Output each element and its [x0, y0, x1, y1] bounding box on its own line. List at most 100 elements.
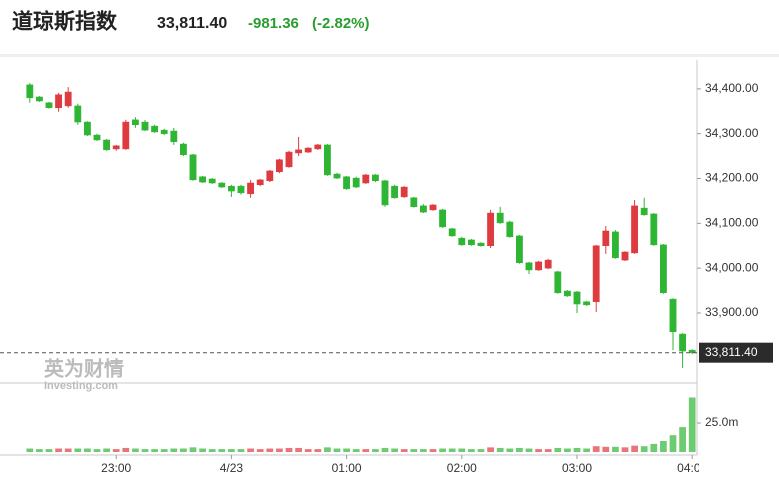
volume-bar	[362, 449, 370, 452]
volume-bar	[439, 448, 446, 452]
volume-bar	[141, 449, 149, 452]
candle-body	[496, 212, 504, 224]
candle-body	[611, 231, 619, 259]
candle-body	[544, 259, 552, 269]
candle-body	[295, 149, 303, 154]
y-tick-label: 34,300.00	[705, 126, 759, 140]
volume-bar	[208, 449, 216, 452]
candle-body	[237, 185, 245, 194]
candle-body	[525, 262, 533, 271]
candle-body	[64, 91, 72, 107]
candle-body	[400, 186, 408, 198]
volume-bar	[660, 440, 667, 452]
candle-body	[83, 121, 91, 136]
volume-bar	[650, 443, 658, 452]
y-tick-label: 34,100.00	[705, 216, 759, 230]
y-tick-label: 34,400.00	[705, 81, 759, 95]
candle-body	[621, 251, 629, 261]
x-tick-label: 4/23	[220, 461, 244, 475]
candle-body	[688, 349, 696, 353]
candle-body	[583, 301, 591, 306]
volume-bar	[448, 448, 456, 452]
volume-bar	[26, 448, 34, 452]
volume-bar	[516, 447, 523, 452]
volume-bar	[487, 447, 494, 452]
instrument-title: 道琼斯指数	[12, 10, 118, 34]
candle-body	[74, 105, 82, 123]
last-price-box	[699, 342, 773, 363]
volume-bar	[122, 447, 130, 452]
volume-bar	[343, 448, 350, 452]
candle-body	[515, 235, 523, 264]
candle-body	[554, 271, 562, 294]
volume-bar	[304, 449, 312, 452]
candle-body	[563, 290, 571, 297]
volume-bar	[256, 449, 264, 452]
volume-bar	[103, 448, 110, 452]
candle-body	[419, 205, 427, 213]
volume-bar	[381, 447, 389, 452]
volume-bar	[64, 448, 72, 452]
volume-tick-label: 25.0m	[705, 415, 738, 429]
volume-bar	[247, 448, 254, 452]
volume-bar	[669, 435, 677, 452]
candle-body	[333, 173, 341, 179]
candle-body	[448, 228, 456, 237]
last-price-label: 33,811.40	[705, 345, 758, 359]
volume-bar	[74, 448, 82, 452]
volume-bar	[372, 449, 379, 452]
volume-bar	[314, 449, 322, 452]
candle-body	[103, 139, 111, 151]
candle-body	[352, 177, 360, 188]
volume-bar	[420, 449, 427, 452]
volume-bar	[276, 448, 283, 452]
volume-bar	[132, 448, 139, 452]
volume-bar	[84, 448, 91, 452]
candle-body	[55, 94, 63, 108]
candle-body	[304, 147, 312, 153]
volume-bar	[352, 449, 360, 452]
candle-body	[218, 182, 226, 188]
candle-body	[362, 174, 370, 184]
watermark-cn: 英为财情	[44, 356, 124, 380]
volume-bar	[688, 397, 696, 452]
volume-bar	[218, 449, 226, 452]
candle-body	[247, 182, 255, 195]
x-tick-label: 23:00	[101, 461, 131, 475]
volume-bar	[621, 447, 629, 452]
candle-body	[573, 291, 581, 305]
volume-bar	[468, 449, 475, 452]
candle-body	[381, 180, 389, 206]
candle-body	[391, 185, 399, 199]
volume-bar	[391, 448, 398, 452]
candle-body	[487, 212, 495, 247]
volume-bar	[544, 449, 552, 452]
candle-body	[323, 144, 331, 176]
candle-body	[506, 221, 514, 238]
candle-body	[458, 237, 466, 246]
candle-body	[592, 245, 600, 303]
volume-bar	[496, 447, 504, 452]
candle-body	[122, 121, 130, 150]
candle-body	[189, 154, 197, 181]
candle-body	[45, 102, 53, 108]
candle-body	[112, 145, 120, 150]
candle-body	[26, 84, 34, 99]
volume-bar	[228, 449, 235, 452]
candle-body	[275, 159, 283, 173]
price: 33,811.40	[157, 15, 227, 32]
header-divider	[0, 54, 779, 57]
volume-bar	[506, 448, 514, 452]
volume-bar	[400, 449, 408, 452]
x-tick-label: 01:00	[332, 461, 362, 475]
volume-bar	[36, 449, 43, 452]
candle-body	[535, 261, 543, 271]
y-tick-label: 34,000.00	[705, 260, 759, 274]
volume-bar	[333, 448, 341, 452]
candle-body	[439, 209, 447, 228]
volume-bar	[170, 448, 178, 452]
candle-body	[160, 129, 168, 134]
volume-bar	[583, 448, 590, 452]
